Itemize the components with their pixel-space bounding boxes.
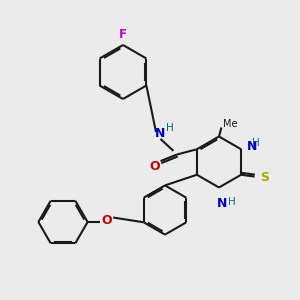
Text: O: O [101, 214, 112, 227]
Text: S: S [261, 171, 270, 184]
Text: F: F [119, 28, 127, 41]
Text: H: H [166, 123, 174, 133]
Text: O: O [149, 160, 160, 173]
Text: H: H [228, 196, 236, 207]
Text: N: N [217, 197, 227, 210]
Text: N: N [155, 127, 166, 140]
Text: H: H [252, 138, 260, 148]
Text: Me: Me [224, 119, 238, 129]
Text: N: N [247, 140, 257, 153]
